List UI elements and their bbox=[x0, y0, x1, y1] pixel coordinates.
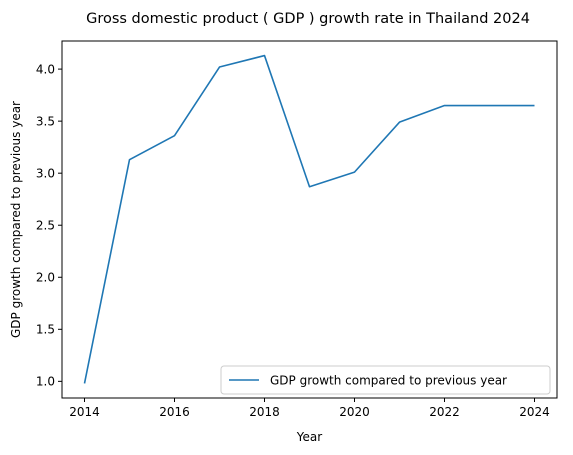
series-lines bbox=[83, 54, 537, 385]
x-tick-label: 2020 bbox=[339, 405, 370, 419]
chart-title: Gross domestic product ( GDP ) growth ra… bbox=[86, 11, 530, 27]
data-point bbox=[128, 158, 132, 162]
plot-area-frame bbox=[61, 40, 558, 399]
y-tick-label: 2.0 bbox=[36, 271, 55, 285]
data-point bbox=[443, 104, 447, 108]
series-line-gdp-growth bbox=[83, 54, 535, 384]
x-axis-label: Year bbox=[296, 430, 322, 444]
x-axis: 2014 2016 2018 2020 2022 2024 bbox=[69, 398, 550, 419]
legend-box bbox=[220, 365, 551, 395]
x-tick-label: 2024 bbox=[519, 405, 550, 419]
legend-label-gdp-growth: GDP growth compared to previous year bbox=[270, 374, 507, 388]
data-point bbox=[533, 104, 537, 108]
data-point bbox=[218, 65, 222, 69]
y-tick-label: 2.5 bbox=[36, 219, 55, 233]
data-point bbox=[83, 381, 87, 385]
data-point bbox=[353, 170, 357, 174]
x-tick-label: 2018 bbox=[249, 405, 280, 419]
y-axis-label: GDP growth compared to previous year bbox=[9, 101, 23, 338]
y-tick-label: 3.0 bbox=[36, 166, 55, 180]
data-point bbox=[173, 134, 177, 138]
x-tick-label: 2022 bbox=[429, 405, 460, 419]
x-tick-label: 2016 bbox=[159, 405, 190, 419]
legend: GDP growth compared to previous year bbox=[220, 365, 551, 395]
y-tick-label: 4.0 bbox=[36, 62, 55, 76]
y-tick-label: 1.5 bbox=[36, 323, 55, 337]
data-point bbox=[308, 185, 312, 189]
data-point bbox=[398, 120, 402, 124]
x-tick-label: 2014 bbox=[69, 405, 100, 419]
data-point bbox=[263, 54, 267, 58]
y-axis: 1.0 1.5 2.0 2.5 3.0 3.5 4.0 bbox=[36, 62, 62, 389]
y-tick-label: 3.5 bbox=[36, 114, 55, 128]
data-point bbox=[488, 104, 492, 108]
y-tick-label: 1.0 bbox=[36, 375, 55, 389]
